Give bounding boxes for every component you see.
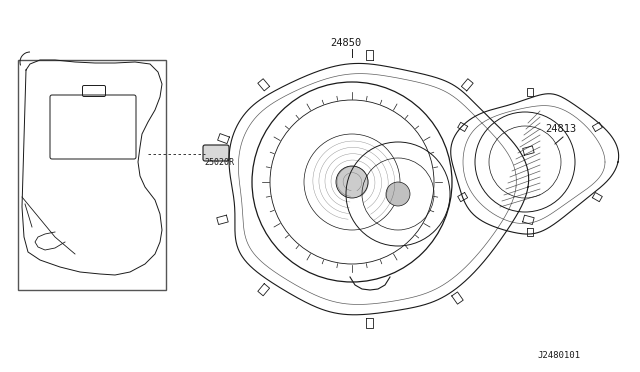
Circle shape	[386, 182, 410, 206]
Text: 25020R: 25020R	[204, 158, 234, 167]
Text: 24850: 24850	[330, 38, 361, 48]
FancyBboxPatch shape	[203, 145, 229, 161]
Text: 24813: 24813	[545, 124, 576, 134]
Text: J2480101: J2480101	[537, 351, 580, 360]
Circle shape	[336, 166, 368, 198]
Bar	[18, 60, 166, 290]
